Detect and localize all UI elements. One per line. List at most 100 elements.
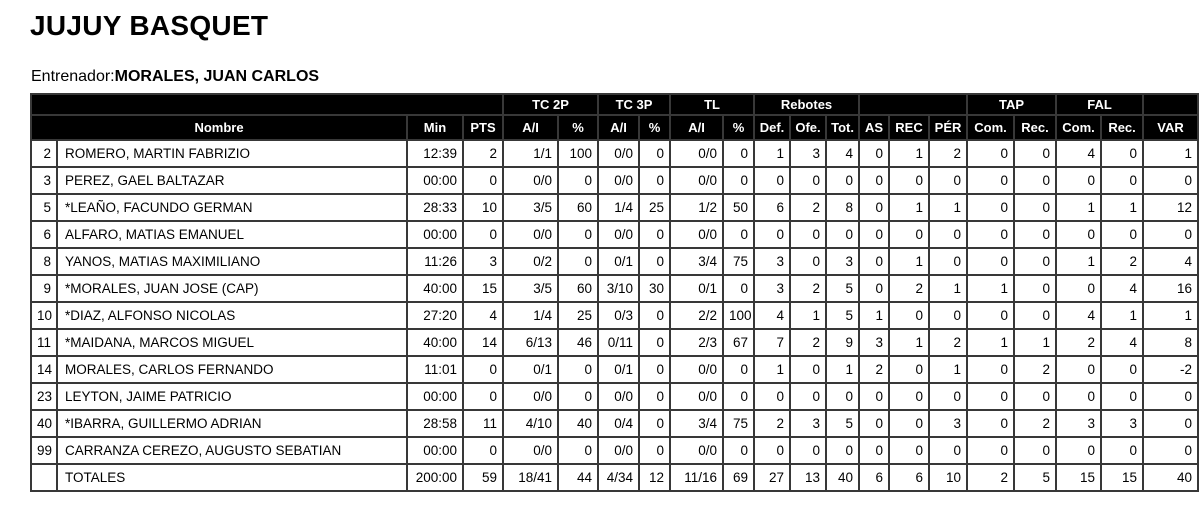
stat-cell: 200:00: [406, 463, 464, 492]
stat-cell: 0: [1055, 166, 1103, 195]
stat-cell: 0: [966, 193, 1016, 222]
stat-cell: 14: [462, 328, 504, 357]
stat-cell: 0/0: [669, 166, 724, 195]
stat-cell: 5: [825, 301, 861, 330]
stat-cell: 0: [1142, 382, 1200, 411]
stat-cell: 40:00: [406, 328, 464, 357]
stat-cell: 0: [462, 220, 504, 249]
column-header-rec: Rec.: [1013, 114, 1058, 141]
stat-cell: 2: [888, 274, 931, 303]
jersey-number: 23: [30, 382, 58, 411]
stat-cell: 2/2: [669, 301, 724, 330]
stat-cell: 0: [1013, 301, 1058, 330]
stat-cell: 1: [966, 274, 1016, 303]
stat-cell: 0: [928, 436, 969, 465]
stat-cell: 4: [1100, 274, 1145, 303]
stat-cell: 0: [557, 166, 599, 195]
stat-cell: 0/0: [597, 382, 640, 411]
stat-cell: 4: [825, 139, 861, 168]
stat-cell: 0: [1142, 436, 1200, 465]
column-header-nombre: Nombre: [30, 114, 408, 141]
jersey-number: 11: [30, 328, 58, 357]
stat-cell: 0: [966, 301, 1016, 330]
stat-cell: 25: [557, 301, 599, 330]
stat-cell: 75: [721, 409, 756, 438]
stat-cell: 2: [789, 193, 828, 222]
jersey-number: 6: [30, 220, 58, 249]
stat-cell: 3/10: [597, 274, 640, 303]
column-header-ai: A/I: [502, 114, 559, 141]
stat-cell: 0: [1013, 247, 1058, 276]
stat-cell: 1: [888, 139, 931, 168]
stat-cell: 3: [928, 409, 969, 438]
stat-cell: 15: [462, 274, 504, 303]
stat-cell: 0: [1100, 436, 1145, 465]
group-header-tap: TAP: [966, 93, 1058, 116]
stat-cell: 0/11: [597, 328, 640, 357]
player-row: 40 *IBARRA, GUILLERMO ADRIAN 28:58 11 4/10 40…: [30, 409, 1200, 438]
player-row: 14 MORALES, CARLOS FERNANDO 11:01 0 0/1 0 0/1 0…: [30, 355, 1200, 384]
stat-cell: 6: [858, 463, 891, 492]
stat-cell: 0: [1055, 274, 1103, 303]
stat-cell: 50: [721, 193, 756, 222]
stat-cell: 2: [1013, 355, 1058, 384]
stat-cell: 60: [557, 274, 599, 303]
stat-cell: 15: [1055, 463, 1103, 492]
stat-cell: 3: [825, 247, 861, 276]
stat-cell: 8: [1142, 328, 1200, 357]
stat-cell: 0/0: [502, 166, 559, 195]
stat-cell: 0: [789, 382, 828, 411]
stat-cell: 0: [858, 274, 891, 303]
jersey-number: 2: [30, 139, 58, 168]
player-row: 2 ROMERO, MARTIN FABRIZIO 12:39 2 1/1 100 0/0 0…: [30, 139, 1200, 168]
stat-cell: 0: [858, 166, 891, 195]
stat-cell: 3/5: [502, 274, 559, 303]
stat-cell: 1: [1055, 247, 1103, 276]
stat-cell: 0: [753, 166, 792, 195]
stat-cell: 4: [753, 301, 792, 330]
column-header-ofe: Ofe.: [789, 114, 828, 141]
stat-cell: 5: [1013, 463, 1058, 492]
stat-cell: 0: [721, 220, 756, 249]
stat-cell: 0: [789, 166, 828, 195]
stat-cell: 0/0: [502, 382, 559, 411]
group-header-row: TC 2P TC 3P TL Rebotes TAP FAL: [30, 93, 1200, 116]
jersey-number: 9: [30, 274, 58, 303]
player-name: YANOS, MATIAS MAXIMILIANO: [56, 247, 408, 276]
group-header-rebotes: Rebotes: [753, 93, 861, 116]
stat-cell: 40: [1142, 463, 1200, 492]
player-row: 6 ALFARO, MATIAS EMANUEL 00:00 0 0/0 0 0/0 0 0/0…: [30, 220, 1200, 249]
column-header-as: AS: [858, 114, 891, 141]
stat-cell: 28:58: [406, 409, 464, 438]
stat-cell: 0: [1013, 139, 1058, 168]
stat-cell: 0: [1100, 139, 1145, 168]
stat-cell: 0: [462, 382, 504, 411]
stat-cell: 59: [462, 463, 504, 492]
stat-cell: 0: [966, 409, 1016, 438]
stat-cell: 100: [721, 301, 756, 330]
stat-cell: 1/2: [669, 193, 724, 222]
group-header-tc-2p: TC 2P: [502, 93, 599, 116]
stat-cell: 1: [888, 328, 931, 357]
player-name: LEYTON, JAIME PATRICIO: [56, 382, 408, 411]
stat-cell: 0/0: [669, 139, 724, 168]
coach-name: MORALES, JUAN CARLOS: [114, 68, 320, 85]
stat-cell: 0: [1013, 166, 1058, 195]
stat-cell: 0: [1013, 436, 1058, 465]
column-header-com: Com.: [1055, 114, 1103, 141]
stat-cell: 0: [753, 220, 792, 249]
stat-cell: 1/4: [502, 301, 559, 330]
stat-cell: 9: [825, 328, 861, 357]
stat-cell: 0: [638, 301, 671, 330]
stat-cell: 0/0: [597, 166, 640, 195]
stat-cell: 1/4: [597, 193, 640, 222]
stat-cell: 6: [753, 193, 792, 222]
stat-cell: 00:00: [406, 436, 464, 465]
stat-cell: 0: [825, 436, 861, 465]
stat-cell: 0: [825, 166, 861, 195]
stat-cell: 46: [557, 328, 599, 357]
player-row: 3 PEREZ, GAEL BALTAZAR 00:00 0 0/0 0 0/0 0 0/0 0 0…: [30, 166, 1200, 195]
player-name: CARRANZA CEREZO, AUGUSTO SEBATIAN: [56, 436, 408, 465]
stat-cell: 4: [1055, 139, 1103, 168]
stat-cell: 1: [1013, 328, 1058, 357]
